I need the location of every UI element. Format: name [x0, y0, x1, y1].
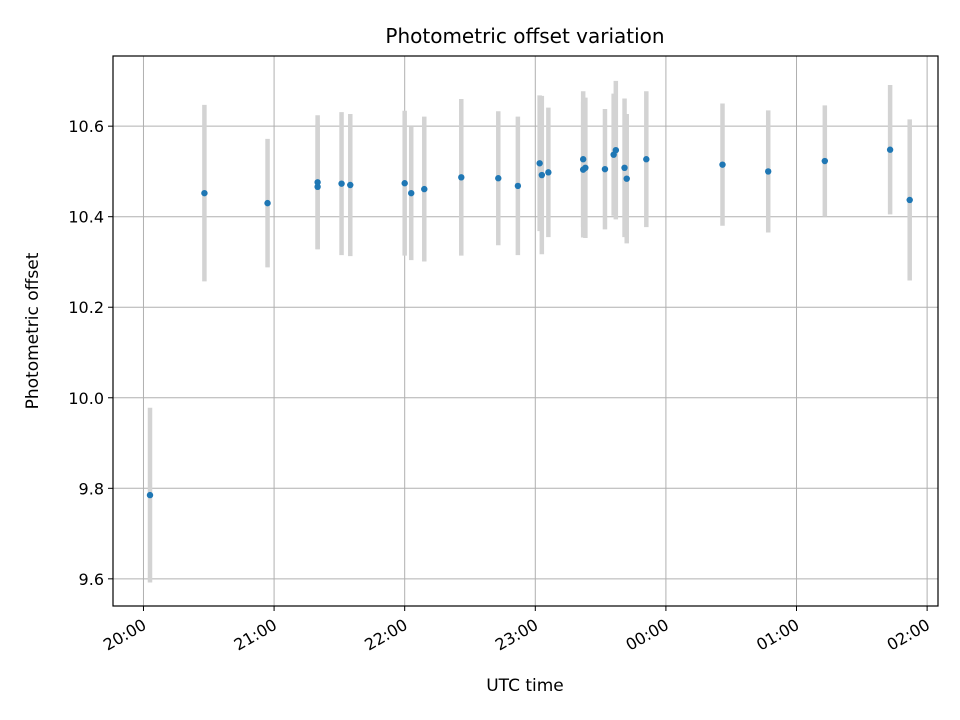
- data-point: [821, 157, 829, 165]
- x-tick-label: 00:00: [622, 615, 671, 655]
- data-point: [146, 491, 154, 499]
- data-point: [545, 169, 552, 176]
- y-tick-label: 9.8: [79, 479, 104, 498]
- data-point: [201, 189, 208, 197]
- y-tick-label: 10.6: [68, 117, 104, 136]
- data-point: [421, 185, 428, 193]
- data-point: [536, 160, 543, 167]
- data-point: [623, 175, 630, 182]
- data-point: [886, 146, 894, 153]
- x-tick-label: 02:00: [884, 615, 933, 655]
- x-axis-label: UTC time: [486, 676, 564, 696]
- x-tick-label: 01:00: [753, 615, 802, 655]
- chart-title: Photometric offset variation: [385, 24, 664, 48]
- data-point: [401, 180, 408, 187]
- grid: [113, 56, 938, 606]
- data-point: [582, 164, 589, 172]
- data-point: [621, 164, 628, 172]
- y-tick-label: 9.6: [79, 570, 104, 589]
- x-tick-label: 21:00: [231, 615, 280, 655]
- data-point: [906, 196, 913, 204]
- y-tick-label: 10.4: [68, 208, 104, 227]
- x-tick-label: 22:00: [361, 615, 410, 655]
- x-tick-label: 20:00: [100, 615, 149, 655]
- data-point: [314, 183, 321, 191]
- data-point: [579, 156, 587, 163]
- x-tick-label: 23:00: [492, 615, 541, 655]
- data-point: [601, 165, 609, 173]
- y-axis-ticks: 9.6 9.8 10.0 10.2 10.4 10.6: [68, 117, 113, 589]
- data-point: [458, 174, 465, 181]
- data-point: [338, 180, 345, 187]
- data-point: [314, 179, 321, 186]
- data-point: [765, 168, 772, 175]
- data-point: [408, 189, 415, 197]
- data-point: [612, 146, 620, 154]
- errorbars: [147, 80, 912, 583]
- data-point: [264, 199, 271, 207]
- x-axis-ticks: 20:00 21:00 22:00 23:00 00:00 01:00 02:00: [100, 606, 933, 655]
- data-point: [514, 182, 522, 190]
- data-point: [643, 156, 650, 163]
- y-tick-label: 10.0: [68, 389, 104, 408]
- y-tick-label: 10.2: [68, 298, 104, 317]
- plot-frame: [112, 55, 939, 607]
- data-points: [146, 146, 913, 499]
- y-axis-label: Photometric offset: [23, 252, 43, 409]
- data-point: [347, 181, 354, 189]
- data-point: [719, 161, 726, 168]
- data-point: [538, 171, 546, 179]
- data-point: [495, 175, 502, 182]
